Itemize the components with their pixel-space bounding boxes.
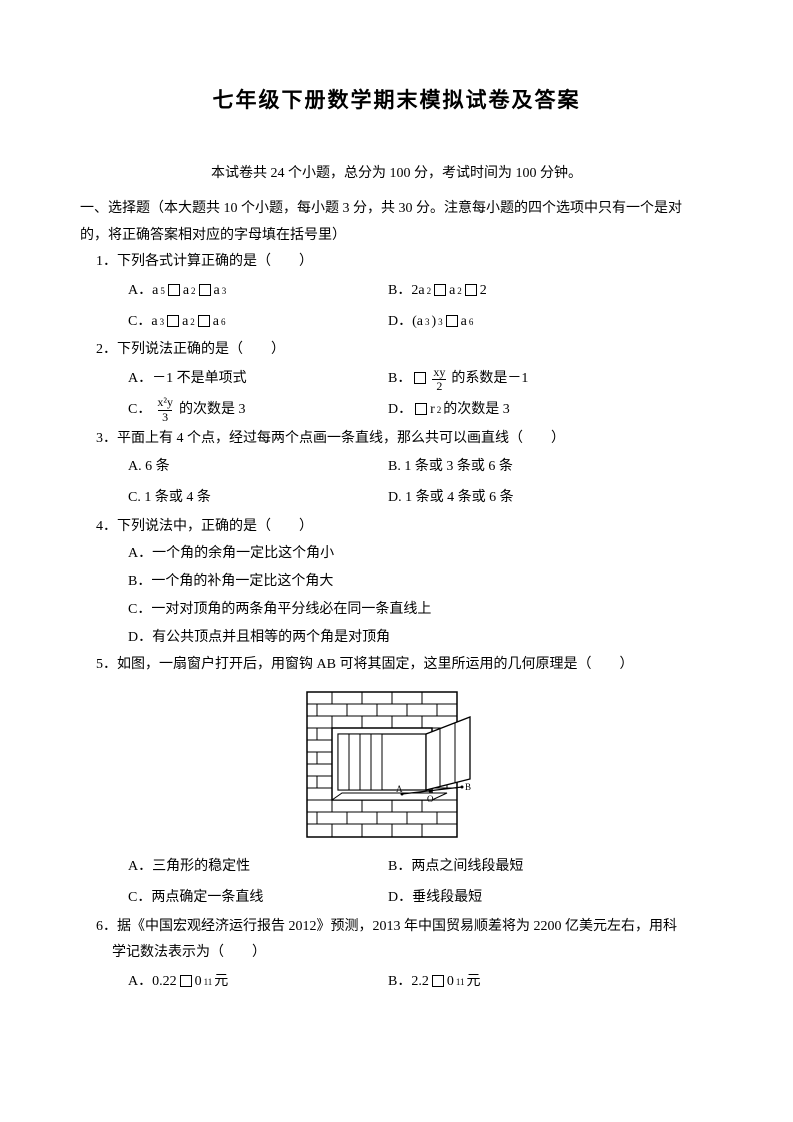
q2D-pre: D． (388, 395, 412, 426)
q4-optA: A．一个角的余角一定比这个角小 (80, 540, 713, 568)
q6A-suf: 元 (214, 967, 228, 998)
q2B-den: 2 (432, 379, 446, 393)
q5-text: 5．如图，一扇窗户打开后，用窗钩 AB 可将其固定，这里所运用的几何原理是（ ） (80, 652, 713, 679)
q5-optB: B．两点之间线段最短 (388, 852, 648, 883)
q2B-pre: B． (388, 364, 411, 395)
q3-optD: D. 1 条或 4 条或 6 条 (388, 483, 648, 514)
box-icon (180, 975, 192, 987)
q5-figure: A O B (80, 679, 713, 852)
q2D-suf: 的次数是 3 (443, 395, 510, 426)
box-icon (199, 284, 211, 296)
q2-opts-row1: A．－1 不是单项式 B． xy 2 的系数是－1 (80, 364, 713, 395)
label-O: O (427, 794, 434, 804)
q6B-suf: 元 (467, 967, 481, 998)
box-icon (432, 975, 444, 987)
q4-text: 4．下列说法中，正确的是（ ） (80, 514, 713, 541)
q6-line1: 6．据《中国宏观经济运行报告 2012》预测，2013 年中国贸易顺差将为 22… (80, 914, 713, 941)
q1-text: 1．下列各式计算正确的是（ ） (80, 249, 713, 276)
q6A-mid: 0 (195, 967, 202, 998)
q5-opts-row2: C．两点确定一条直线 D．垂线段最短 (80, 883, 713, 914)
q5-opts-row1: A．三角形的稳定性 B．两点之间线段最短 (80, 852, 713, 883)
q6-line2: 学记数法表示为（ ） (80, 940, 713, 967)
q1D-mid2: a (461, 307, 467, 338)
box-icon (446, 315, 458, 327)
exam-info: 本试卷共 24 个小题，总分为 100 分，考试时间为 100 分钟。 (80, 162, 713, 182)
q6B-pre: B．2.2 (388, 967, 429, 998)
q1B-pre: B．2a (388, 276, 425, 307)
box-icon (168, 284, 180, 296)
q1-optC: C．a3 a2 a6 (128, 307, 388, 338)
q1D-mid1: ) (432, 307, 437, 338)
q6-optA: A．0.22 011 元 (128, 967, 388, 998)
q3-optA: A. 6 条 (128, 452, 388, 483)
q2D-mid: r (430, 395, 435, 426)
section1-intro-line2: 的，将正确答案相对应的字母填在括号里） (80, 223, 713, 250)
q2B-num: xy (431, 366, 447, 379)
label-B: B (465, 782, 471, 792)
q1A-mid2: a (214, 276, 220, 307)
label-A: A (396, 784, 403, 794)
q5-optD: D．垂线段最短 (388, 883, 648, 914)
box-icon (198, 315, 210, 327)
q2-optC: C． x²y 3 的次数是 3 (128, 395, 388, 426)
exam-page: 七年级下册数学期末模拟试卷及答案 本试卷共 24 个小题，总分为 100 分，考… (0, 0, 793, 1122)
q1-optD: D．(a3 )3 a6 (388, 307, 648, 338)
q1D-pre: D．(a (388, 307, 423, 338)
q2-optB: B． xy 2 的系数是－1 (388, 364, 648, 395)
q2-optD: D． r2 的次数是 3 (388, 395, 648, 426)
q3-text: 3．平面上有 4 个点，经过每两个点画一条直线，那么共可以画直线（ ） (80, 426, 713, 453)
q3-optB: B. 1 条或 3 条或 6 条 (388, 452, 648, 483)
q2B-suf: 的系数是－1 (451, 364, 528, 395)
q1B-mid2: 2 (480, 276, 487, 307)
q2-optA: A．－1 不是单项式 (128, 364, 388, 395)
box-icon (465, 284, 477, 296)
q6-optB: B．2.2 011 元 (388, 967, 648, 998)
q5-optC: C．两点确定一条直线 (128, 883, 388, 914)
fraction-icon: xy 2 (431, 366, 447, 393)
q1C-pre: C．a (128, 307, 158, 338)
q6A-pre: A．0.22 (128, 967, 177, 998)
q2-opts-row2: C． x²y 3 的次数是 3 D． r2 的次数是 3 (80, 395, 713, 426)
box-icon (414, 372, 426, 384)
q1-optB: B．2a2 a2 2 (388, 276, 648, 307)
q1-opts-row1: A．a5 a2 a3 B．2a2 a2 2 (80, 276, 713, 307)
q1A-mid1: a (183, 276, 189, 307)
q5-optA: A．三角形的稳定性 (128, 852, 388, 883)
q1A-pre: A．a (128, 276, 158, 307)
q1C-mid2: a (213, 307, 219, 338)
window-figure-icon: A O B (302, 687, 492, 842)
q2C-suf: 的次数是 3 (179, 395, 246, 426)
q2C-pre: C． (128, 395, 151, 426)
q3-opts-row1: A. 6 条 B. 1 条或 3 条或 6 条 (80, 452, 713, 483)
q4-optC: C．一对对顶角的两条角平分线必在同一条直线上 (80, 596, 713, 624)
box-icon (434, 284, 446, 296)
q1-optA: A．a5 a2 a3 (128, 276, 388, 307)
q1-opts-row2: C．a3 a2 a6 D．(a3 )3 a6 (80, 307, 713, 338)
q2-text: 2．下列说法正确的是（ ） (80, 337, 713, 364)
q4-optD: D．有公共顶点并且相等的两个角是对顶角 (80, 624, 713, 652)
box-icon (415, 403, 427, 415)
q3-optC: C. 1 条或 4 条 (128, 483, 388, 514)
q1C-mid1: a (182, 307, 188, 338)
page-title: 七年级下册数学期末模拟试卷及答案 (80, 84, 713, 114)
q2C-den: 3 (158, 410, 172, 424)
q4-optB: B．一个角的补角一定比这个角大 (80, 568, 713, 596)
fraction-icon: x²y 3 (155, 396, 175, 423)
q6-opts-row1: A．0.22 011 元 B．2.2 011 元 (80, 967, 713, 998)
q3-opts-row2: C. 1 条或 4 条 D. 1 条或 4 条或 6 条 (80, 483, 713, 514)
box-icon (167, 315, 179, 327)
q1B-mid1: a (449, 276, 455, 307)
q6B-mid: 0 (447, 967, 454, 998)
section1-intro-line1: 一、选择题（本大题共 10 个小题，每小题 3 分，共 30 分。注意每小题的四… (80, 196, 713, 223)
q2C-num: x²y (155, 396, 175, 409)
